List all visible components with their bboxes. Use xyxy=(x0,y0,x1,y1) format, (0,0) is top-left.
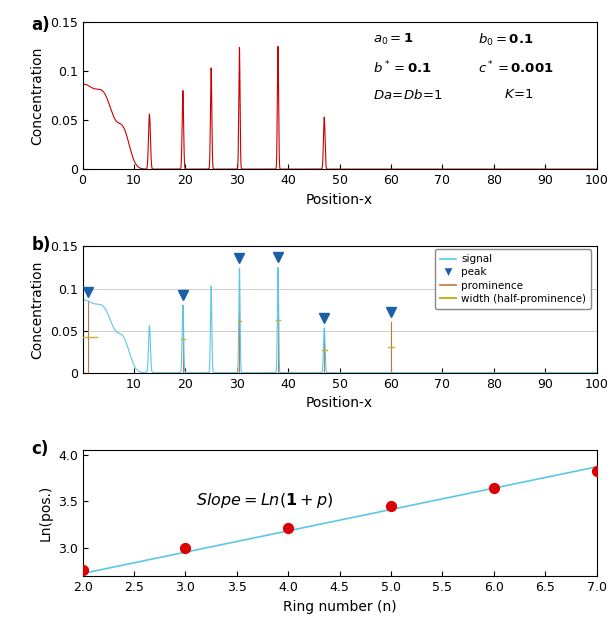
Text: $b_0 = \mathbf{0.1}$: $b_0 = \mathbf{0.1}$ xyxy=(479,32,534,48)
Text: $c^* = \mathbf{0.001}$: $c^* = \mathbf{0.001}$ xyxy=(479,60,554,77)
Point xyxy=(283,523,293,533)
Y-axis label: Ln(pos.): Ln(pos.) xyxy=(39,485,53,541)
X-axis label: Position-x: Position-x xyxy=(306,396,373,410)
Point xyxy=(592,465,602,475)
Point xyxy=(181,543,190,553)
Point xyxy=(386,501,396,511)
Y-axis label: Concentration: Concentration xyxy=(30,46,44,145)
Y-axis label: Concentration: Concentration xyxy=(30,260,44,359)
Point xyxy=(78,564,88,574)
Text: $b^* = \mathbf{0.1}$: $b^* = \mathbf{0.1}$ xyxy=(373,60,432,77)
Text: a): a) xyxy=(31,16,50,34)
Text: c): c) xyxy=(31,440,48,458)
Text: $Da\!=\!Db\!=\!\mathit{1}$: $Da\!=\!Db\!=\!\mathit{1}$ xyxy=(373,88,443,102)
X-axis label: Ring number (n): Ring number (n) xyxy=(283,600,397,614)
Text: b): b) xyxy=(31,236,51,254)
Legend: signal, peak, prominence, width (half-prominence): signal, peak, prominence, width (half-pr… xyxy=(435,249,591,309)
Text: $a_0 = \mathbf{1}$: $a_0 = \mathbf{1}$ xyxy=(373,32,414,47)
Text: $\mathit{Slope} = \mathit{Ln}(\mathbf{1} + \mathit{p})$: $\mathit{Slope} = \mathit{Ln}(\mathbf{1}… xyxy=(196,491,333,510)
Point xyxy=(489,483,499,493)
X-axis label: Position-x: Position-x xyxy=(306,193,373,207)
Text: $K\!=\!\mathit{1}$: $K\!=\!\mathit{1}$ xyxy=(504,88,534,101)
